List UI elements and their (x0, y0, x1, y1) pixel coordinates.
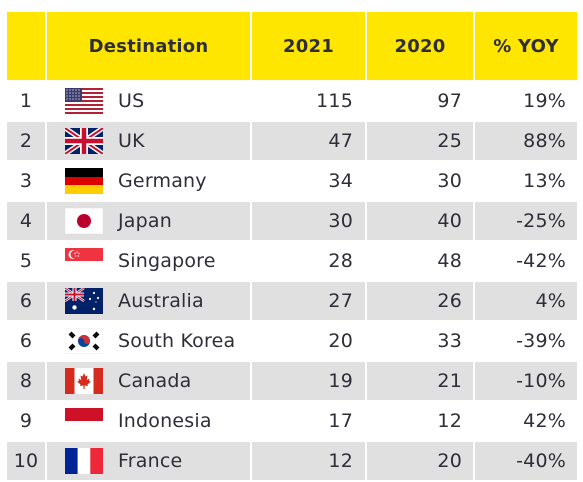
header-yoy: % YOY (493, 35, 559, 57)
yoy-cell: -42% (516, 250, 566, 272)
destination-cell: France (47, 442, 252, 480)
destination-table: Destination 2021 2020 % YOY 1 US 115 97 19% 2… (7, 12, 577, 480)
table-row: 5 Singapore 28 48 -42% (7, 240, 577, 280)
rank-cell: 5 (7, 242, 47, 280)
value-2021-cell: 47 (252, 122, 367, 160)
table-row: 9 Indonesia 17 12 42% (7, 400, 577, 440)
rank-cell: 2 (7, 122, 47, 160)
table-row: 2 UK 47 25 88% (7, 120, 577, 160)
value-2020-cell: 12 (367, 402, 475, 440)
destination-name: US (118, 90, 145, 112)
japan-flag-icon (65, 208, 103, 234)
header-rank (7, 12, 47, 80)
yoy-cell: -40% (475, 442, 577, 480)
header-2021: 2021 (252, 12, 367, 80)
destination-cell: Singapore (47, 242, 252, 280)
canada-flag-icon (65, 368, 103, 394)
destination-name: UK (118, 130, 145, 152)
table-header: Destination 2021 2020 % YOY (7, 12, 577, 80)
value-2020-cell: 25 (367, 122, 475, 160)
value-2020-cell: 21 (367, 362, 475, 400)
destination-cell: South Korea (47, 322, 252, 360)
uk-flag-icon (65, 128, 103, 154)
destination-name: France (118, 450, 183, 472)
rank-cell: 9 (7, 402, 47, 440)
destination-name: Australia (118, 290, 204, 312)
yoy-cell: -10% (475, 362, 577, 400)
rank-cell: 1 (7, 82, 47, 120)
value-2021-cell: 30 (252, 202, 367, 240)
singapore-flag-icon (65, 248, 103, 274)
us-flag-icon (65, 88, 103, 114)
value-2021-cell: 34 (252, 162, 367, 200)
rank-cell: 6 (7, 282, 47, 320)
destination-cell: US (47, 82, 252, 120)
rank-cell: 3 (7, 162, 47, 200)
destination-name: Indonesia (118, 410, 212, 432)
yoy-cell: -39% (516, 330, 566, 352)
value-2021-cell: 20 (252, 322, 367, 360)
rank-cell: 8 (7, 362, 47, 400)
destination-cell: Germany (47, 162, 252, 200)
destination-name: Germany (118, 170, 207, 192)
germany-flag-icon (65, 168, 103, 194)
destination-name: Canada (118, 370, 192, 392)
table-row: 10 France 12 20 -40% (7, 440, 577, 480)
table-row: 1 US 115 97 19% (7, 80, 577, 120)
value-2021-cell: 28 (252, 242, 367, 280)
value-2020-cell: 48 (367, 242, 475, 280)
header-destination: Destination (47, 12, 252, 80)
value-2020-cell: 20 (367, 442, 475, 480)
indonesia-flag-icon (65, 408, 103, 434)
value-2021-cell: 115 (252, 82, 367, 120)
destination-name: Singapore (118, 250, 216, 272)
value-2020-cell: 30 (367, 162, 475, 200)
destination-cell: Australia (47, 282, 252, 320)
value-2021-cell: 19 (252, 362, 367, 400)
table-row: 4 Japan 30 40 -25% (7, 200, 577, 240)
value-2020-cell: 26 (367, 282, 475, 320)
table-row: 6 Australia 27 26 4% (7, 280, 577, 320)
value-2020-cell: 33 (367, 322, 475, 360)
value-2021-cell: 17 (252, 402, 367, 440)
table-row: 8 Canada 19 21 -10% (7, 360, 577, 400)
destination-cell: Indonesia (47, 402, 252, 440)
value-2021-cell: 12 (252, 442, 367, 480)
destination-cell: UK (47, 122, 252, 160)
yoy-cell: -25% (475, 202, 577, 240)
value-2020-cell: 40 (367, 202, 475, 240)
yoy-cell: 19% (523, 90, 566, 112)
yoy-cell: 13% (523, 170, 566, 192)
rank-cell: 4 (7, 202, 47, 240)
rank-cell: 6 (7, 322, 47, 360)
value-2021-cell: 27 (252, 282, 367, 320)
table-row: 6 South Korea 20 33 -39% (7, 320, 577, 360)
south-korea-flag-icon (65, 328, 103, 354)
destination-name: Japan (118, 210, 172, 232)
yoy-cell: 88% (475, 122, 577, 160)
destination-cell: Japan (47, 202, 252, 240)
table-row: 3 Germany 34 30 13% (7, 160, 577, 200)
yoy-cell: 42% (523, 410, 566, 432)
rank-cell: 10 (7, 442, 47, 480)
france-flag-icon (65, 448, 103, 474)
destination-name: South Korea (118, 330, 236, 352)
australia-flag-icon (65, 288, 103, 314)
yoy-cell: 4% (475, 282, 577, 320)
header-2020: 2020 (367, 12, 475, 80)
value-2020-cell: 97 (367, 82, 475, 120)
destination-cell: Canada (47, 362, 252, 400)
